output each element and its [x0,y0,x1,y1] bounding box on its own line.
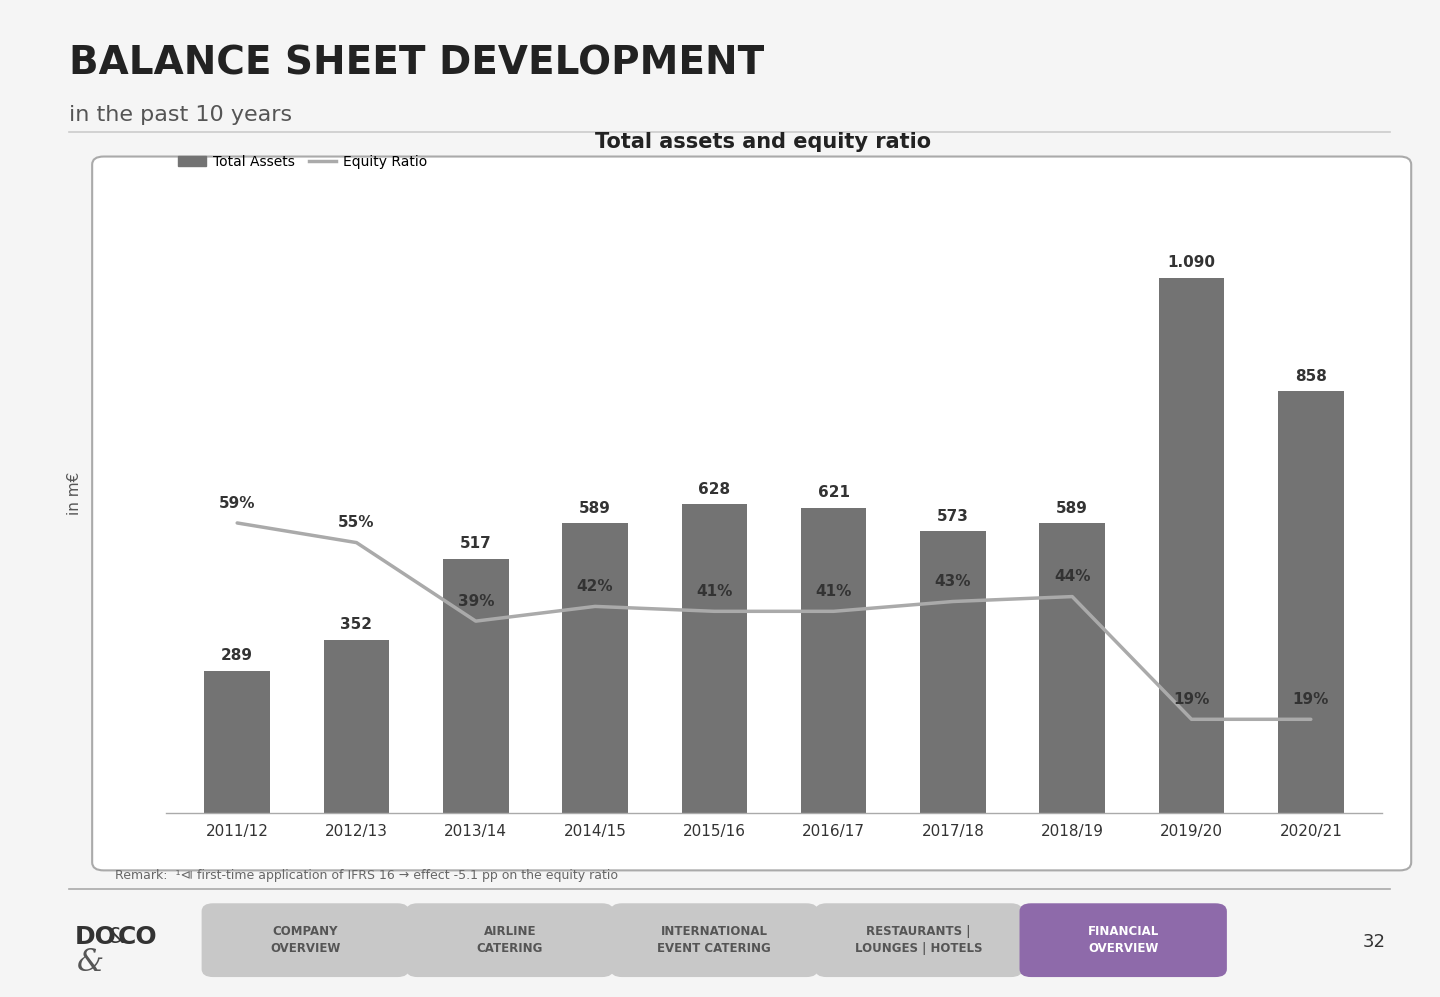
Text: 573: 573 [937,508,969,523]
Text: in m€: in m€ [66,472,82,515]
Text: 32: 32 [1362,933,1385,951]
Bar [562,523,628,813]
Text: DO: DO [75,925,117,949]
Text: 289: 289 [222,648,253,663]
Text: 589: 589 [1057,500,1089,515]
Text: &: & [108,927,125,947]
Text: 41%: 41% [696,584,733,599]
Text: 517: 517 [459,536,491,551]
Text: 858: 858 [1295,369,1326,384]
Text: COMPANY
OVERVIEW: COMPANY OVERVIEW [271,925,340,955]
Bar [444,558,508,813]
Text: 42%: 42% [577,579,613,594]
Text: 19%: 19% [1293,692,1329,707]
Text: Remark:  ¹⧏ first-time application of IFRS 16 → effect -5.1 pp on the equity rat: Remark: ¹⧏ first-time application of IFR… [115,869,618,882]
Bar [1159,277,1224,813]
Text: CO: CO [118,925,158,949]
Bar [1279,392,1344,813]
Text: AIRLINE
CATERING: AIRLINE CATERING [477,925,543,955]
Bar [1040,523,1104,813]
Text: 352: 352 [340,617,373,632]
Text: RESTAURANTS |
LOUNGES | HOTELS: RESTAURANTS | LOUNGES | HOTELS [855,925,982,955]
Text: 39%: 39% [458,594,494,609]
Text: &: & [78,946,104,978]
Text: 43%: 43% [935,574,971,589]
Text: 41%: 41% [815,584,852,599]
Text: 628: 628 [698,482,730,497]
Legend: Total Assets, Equity Ratio: Total Assets, Equity Ratio [173,150,433,174]
Bar [681,504,747,813]
Text: 589: 589 [579,500,611,515]
Text: 621: 621 [818,486,850,500]
Text: in the past 10 years: in the past 10 years [69,105,292,125]
Text: 19%: 19% [1174,692,1210,707]
Bar [801,507,867,813]
Text: FINANCIAL
OVERVIEW: FINANCIAL OVERVIEW [1087,925,1159,955]
Text: 44%: 44% [1054,569,1090,584]
Bar [920,531,986,813]
Text: INTERNATIONAL
EVENT CATERING: INTERNATIONAL EVENT CATERING [658,925,770,955]
Bar [324,640,389,813]
Text: Total assets and equity ratio: Total assets and equity ratio [595,132,932,152]
Text: 1.090: 1.090 [1168,255,1215,270]
Text: 55%: 55% [338,515,374,530]
Text: 59%: 59% [219,496,255,510]
Text: BALANCE SHEET DEVELOPMENT: BALANCE SHEET DEVELOPMENT [69,45,765,83]
Bar [204,671,269,813]
